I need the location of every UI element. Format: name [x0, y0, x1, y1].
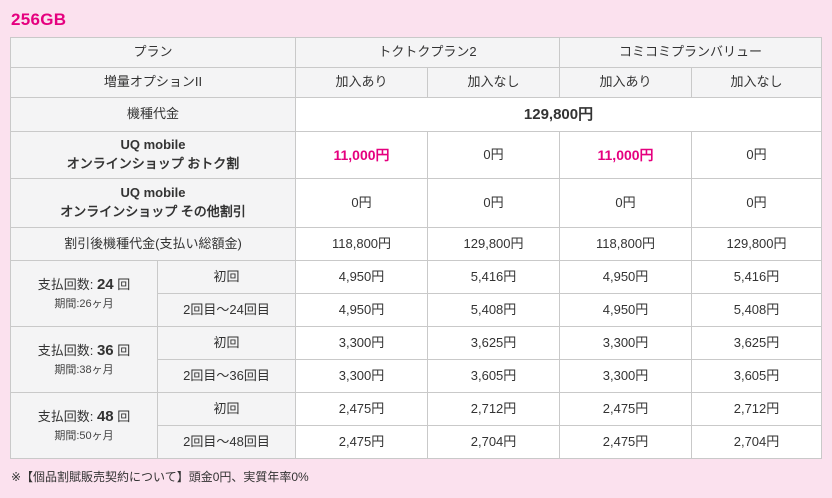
other-discount-value: 0円 — [427, 178, 561, 228]
option-cell: 加入なし — [427, 67, 561, 98]
option-cell: 加入あり — [295, 67, 429, 98]
installment-count-number: 36 — [96, 341, 114, 359]
installment-24-first-row: 支払回数: 24 回 期間:26ヶ月 初回 4,950円 5,416円 4,95… — [10, 260, 822, 327]
installment-period: 期間:38ヶ月 — [54, 364, 114, 377]
installment-first-label: 初回 — [156, 260, 297, 294]
otoku-discount-value: 0円 — [691, 131, 822, 179]
installment-value: 4,950円 — [295, 293, 429, 327]
installment-48-first-row: 支払回数: 48 回 期間:50ヶ月 初回 2,475円 2,712円 2,47… — [10, 392, 822, 459]
otoku-discount-value: 11,000円 — [295, 131, 429, 179]
discounted-price-value: 118,800円 — [295, 227, 429, 261]
installment-first-label: 初回 — [156, 326, 297, 360]
installment-value: 2,704円 — [427, 425, 561, 459]
installment-48-rest-row: 2回目〜48回目 2,475円 2,704円 2,475円 2,704円 — [11, 425, 822, 459]
plan-header-row: プラン トクトクプラン2 コミコミプランバリュー — [9, 37, 822, 68]
option-row: 増量オプションII 加入あり 加入なし 加入あり 加入なし — [9, 67, 822, 98]
installment-value: 3,300円 — [295, 326, 429, 360]
installment-value: 2,475円 — [295, 392, 429, 426]
discounted-price-label: 割引後機種代金(支払い総額金) — [9, 227, 297, 261]
installment-period: 期間:26ヶ月 — [54, 298, 114, 311]
installment-value: 3,605円 — [691, 359, 822, 393]
installment-36-count-cell: 支払回数: 36 回 期間:38ヶ月 — [10, 326, 158, 393]
label-line: UQ mobile — [120, 185, 186, 201]
otoku-discount-label: UQ mobile オンラインショップ おトク割 — [9, 131, 297, 179]
installment-value: 5,416円 — [691, 260, 822, 294]
discounted-price-value: 129,800円 — [691, 227, 822, 261]
device-price-row: 機種代金 129,800円 — [9, 97, 822, 132]
device-price-value: 129,800円 — [295, 97, 822, 132]
plan-row-label: プラン — [9, 37, 297, 68]
installment-value: 3,625円 — [691, 326, 822, 360]
installment-value: 5,408円 — [691, 293, 822, 327]
plan-name-comicomi: コミコミプランバリュー — [559, 37, 822, 68]
option-cell: 加入あり — [559, 67, 693, 98]
installment-value: 3,300円 — [559, 359, 693, 393]
installment-36-rest-row: 2回目〜36回目 3,300円 3,605円 3,300円 3,605円 — [11, 359, 822, 393]
installment-36-first-row: 支払回数: 36 回 期間:38ヶ月 初回 3,300円 3,625円 3,30… — [10, 326, 822, 393]
installment-value: 2,712円 — [691, 392, 822, 426]
installment-count-number: 24 — [96, 275, 114, 293]
installment-value: 3,300円 — [559, 326, 693, 360]
other-discount-value: 0円 — [295, 178, 429, 228]
discounted-price-value: 129,800円 — [427, 227, 561, 261]
installment-count-number: 48 — [96, 407, 114, 425]
installment-value: 5,416円 — [427, 260, 561, 294]
option-cell: 加入なし — [691, 67, 822, 98]
installment-value: 3,605円 — [427, 359, 561, 393]
installment-value: 2,475円 — [295, 425, 429, 459]
installment-24-rest-row: 2回目〜24回目 4,950円 5,408円 4,950円 5,408円 — [11, 293, 822, 327]
installment-value: 3,625円 — [427, 326, 561, 360]
installment-value: 2,704円 — [691, 425, 822, 459]
discounted-price-value: 118,800円 — [559, 227, 693, 261]
installment-value: 3,300円 — [295, 359, 429, 393]
otoku-discount-value: 0円 — [427, 131, 561, 179]
installment-rest-label: 2回目〜36回目 — [156, 359, 297, 393]
installment-24-count-cell: 支払回数: 24 回 期間:26ヶ月 — [10, 260, 158, 327]
page-title: 256GB — [11, 10, 67, 29]
installment-period: 期間:50ヶ月 — [54, 430, 114, 443]
installment-value: 4,950円 — [295, 260, 429, 294]
other-discount-row: UQ mobile オンラインショップ その他割引 0円 0円 0円 0円 — [9, 178, 822, 228]
pricing-table: プラン トクトクプラン2 コミコミプランバリュー 増量オプションII 加入あり … — [9, 37, 822, 459]
installment-rest-label: 2回目〜48回目 — [156, 425, 297, 459]
label-line: オンラインショップ その他割引 — [60, 204, 246, 219]
installment-value: 4,950円 — [559, 260, 693, 294]
installment-count: 支払回数: 24 回 — [37, 275, 131, 293]
label-line: UQ mobile — [120, 137, 186, 153]
installment-value: 4,950円 — [559, 293, 693, 327]
installment-value: 2,475円 — [559, 425, 693, 459]
installment-value: 2,712円 — [427, 392, 561, 426]
installment-48-count-cell: 支払回数: 48 回 期間:50ヶ月 — [10, 392, 158, 459]
plan-name-tokutoku: トクトクプラン2 — [295, 37, 561, 68]
discounted-price-row: 割引後機種代金(支払い総額金) 118,800円 129,800円 118,80… — [9, 227, 822, 261]
footnote: ※【個品割賦販売契約について】頭金0円、実質年率0% — [11, 470, 309, 484]
otoku-discount-value: 11,000円 — [559, 131, 693, 179]
installment-value: 5,408円 — [427, 293, 561, 327]
option-row-label: 増量オプションII — [9, 67, 297, 98]
other-discount-value: 0円 — [559, 178, 693, 228]
other-discount-label: UQ mobile オンラインショップ その他割引 — [9, 178, 297, 228]
otoku-discount-row: UQ mobile オンラインショップ おトク割 11,000円 0円 11,0… — [9, 131, 822, 179]
label-line: オンラインショップ おトク割 — [66, 156, 240, 171]
installment-count: 支払回数: 48 回 — [37, 407, 131, 425]
installment-rest-label: 2回目〜24回目 — [156, 293, 297, 327]
other-discount-value: 0円 — [691, 178, 822, 228]
installment-first-label: 初回 — [156, 392, 297, 426]
installment-value: 2,475円 — [559, 392, 693, 426]
device-price-label: 機種代金 — [9, 97, 297, 132]
installment-count: 支払回数: 36 回 — [37, 341, 131, 359]
